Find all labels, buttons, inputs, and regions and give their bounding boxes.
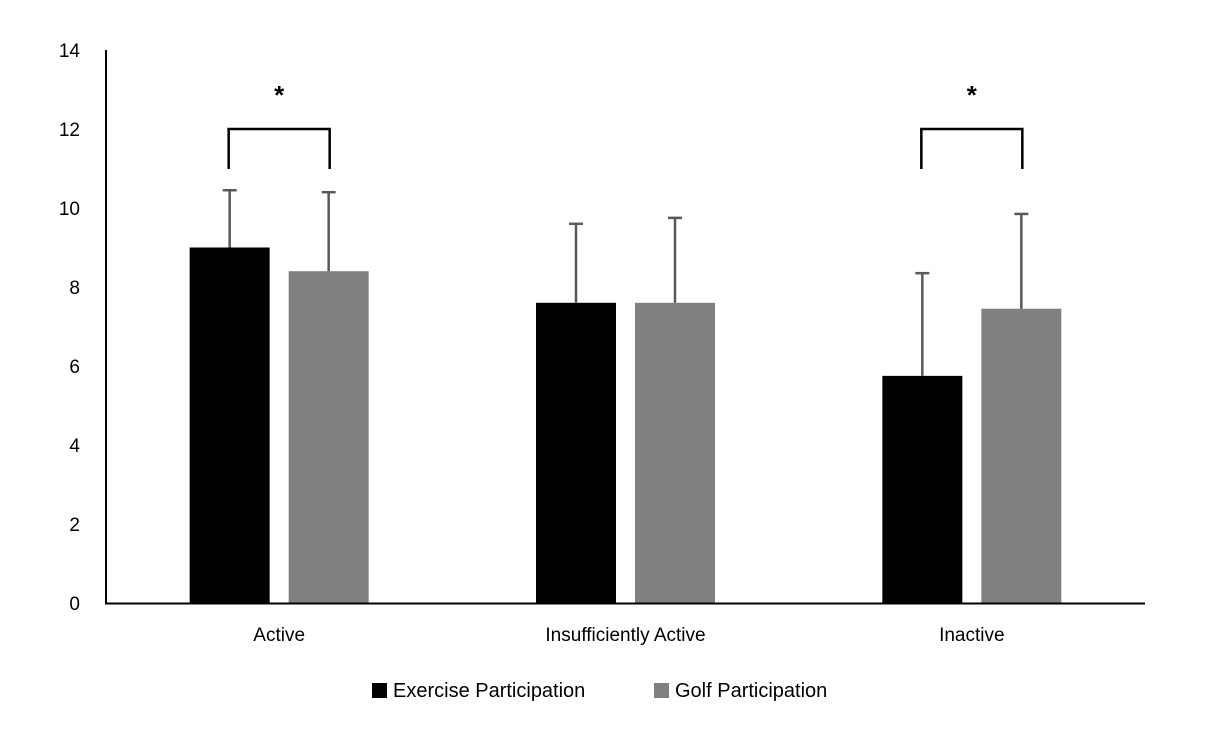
y-tick-label: 0 xyxy=(69,594,80,615)
y-tick-label: 8 xyxy=(69,278,80,299)
x-axis-labels: Active Insufficiently Active Inactive xyxy=(253,625,1004,646)
legend-label: Golf Participation xyxy=(675,680,827,702)
significance-asterisk: * xyxy=(967,80,978,110)
legend: Exercise Participation Golf Participation xyxy=(372,680,827,702)
legend-label: Exercise Participation xyxy=(393,680,585,702)
y-tick-label: 4 xyxy=(69,436,80,457)
significance-bracket: * xyxy=(920,80,1024,169)
error-bar xyxy=(1014,212,1029,309)
legend-item-exercise-participation: Exercise Participation xyxy=(372,680,585,702)
significance-annotations: * * xyxy=(227,80,1024,169)
bar-golf-participation-insufficiently-active xyxy=(635,302,715,603)
bar-golf-participation-inactive xyxy=(981,308,1062,603)
bar-golf-participation-active xyxy=(288,271,369,603)
error-bar xyxy=(222,188,237,248)
significance-bracket: * xyxy=(227,80,331,169)
error-bar xyxy=(915,271,930,376)
x-tick-label: Active xyxy=(253,625,305,646)
legend-swatch xyxy=(654,683,669,698)
y-tick-label: 6 xyxy=(69,357,80,378)
y-tick-label: 10 xyxy=(59,199,80,220)
bar-exercise-participation-active xyxy=(189,247,270,603)
error-bar xyxy=(321,190,336,272)
error-bar xyxy=(569,222,583,303)
y-tick-label: 12 xyxy=(59,120,80,141)
legend-item-golf-participation: Golf Participation xyxy=(654,680,827,702)
x-tick-label: Inactive xyxy=(939,625,1004,646)
y-axis-ticks: 0 2 4 6 8 10 12 14 xyxy=(59,41,81,615)
x-tick-label: Insufficiently Active xyxy=(545,625,705,646)
y-tick-label: 14 xyxy=(59,41,81,62)
significance-asterisk: * xyxy=(274,80,285,110)
y-tick-label: 2 xyxy=(69,515,80,536)
error-bars xyxy=(222,188,1029,376)
legend-swatch xyxy=(372,683,387,698)
error-bar xyxy=(668,216,682,303)
bar-exercise-participation-insufficiently-active xyxy=(536,302,616,603)
bars xyxy=(189,247,1062,603)
bar-exercise-participation-inactive xyxy=(882,375,963,603)
